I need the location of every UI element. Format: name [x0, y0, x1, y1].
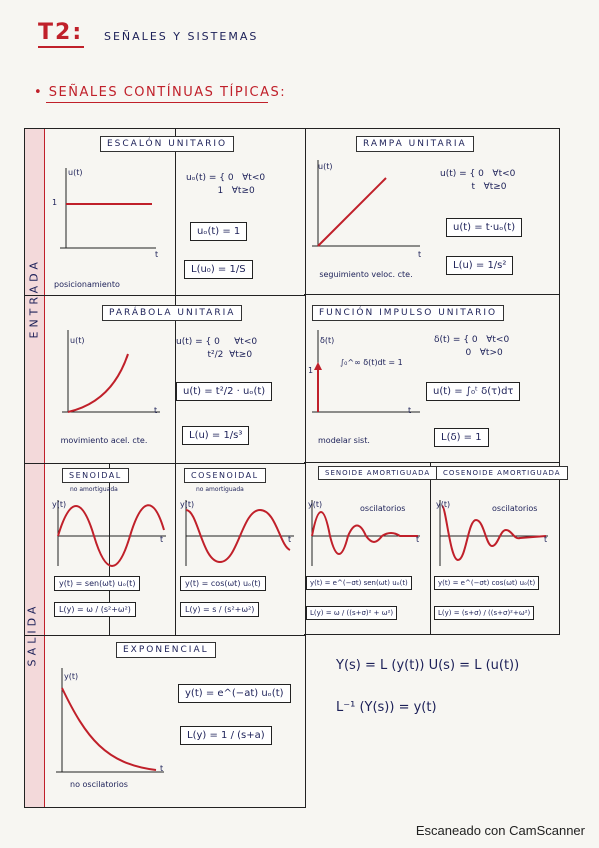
exponencial-box1: y(t) = e^(−at) uₒ(t) [178, 684, 291, 703]
coseno-amort-box1: y(t) = e^(−σt) cos(ωt) uₒ(t) [434, 576, 540, 590]
coseno-amort-box2: L(y) = (s+σ) / ((s+σ)²+ω²) [434, 606, 535, 620]
seno-amort-title: SENOIDE AMORTIGUADA [318, 466, 438, 480]
senoidal-graph [57, 500, 166, 567]
impulso-integral: ∫₀^∞ δ(t)dt = 1 [340, 358, 403, 367]
escalon-axis-y: u(t) [68, 168, 83, 177]
impulso-axis-y: δ(t) [320, 336, 335, 345]
title-underline [38, 46, 84, 48]
escalon-graph [60, 168, 156, 249]
senoidal-box2: L(y) = ω / (s²+ω²) [54, 602, 136, 617]
parabola-axis-y: u(t) [70, 336, 85, 345]
impulso-axis-x: t [408, 406, 412, 415]
exponencial-note: no oscilatorios [70, 780, 128, 789]
entrada-label: ENTRADA [27, 258, 41, 339]
rampa-box1: u(t) = t·uₒ(t) [446, 218, 523, 237]
senoidal-box1: y(t) = sen(ωt) uₒ(t) [54, 576, 141, 591]
seno-amort-box2: L(y) = ω / ((s+σ)² + ω²) [306, 606, 398, 620]
parabola-axis-x: t [154, 406, 158, 415]
impulso-box1: u(t) = ∫₀ᵗ δ(τ)dτ [426, 382, 521, 401]
parabola-box2: L(u) = 1/s³ [182, 426, 250, 445]
escalon-level: 1 [52, 198, 58, 207]
parabola-box1: u(t) = t²/2 · uₒ(t) [176, 382, 273, 401]
impulso-graph [312, 330, 420, 413]
cosenoidal-axis-y: y(t) [180, 500, 195, 509]
cosenoidal-box2: L(y) = s / (s²+ω²) [180, 602, 260, 617]
coseno-amort-axis-x: t [544, 535, 548, 544]
rampa-axis-x: t [418, 250, 422, 259]
cosenoidal-axis-x: t [288, 535, 292, 544]
senoidal-sub: no amortiguada [70, 486, 118, 493]
rampa-box2: L(u) = 1/s² [446, 256, 514, 275]
impulso-title: FUNCIÓN IMPULSO UNITARIO [312, 305, 505, 321]
parabola-definition: u(t) = { 0 ∀t<0 t²/2 ∀t≥0 [176, 337, 258, 360]
relations-line2: L⁻¹ (Y(s)) = y(t) [336, 700, 437, 715]
rampa-title: RAMPA UNITARIA [356, 136, 474, 152]
exponencial-graph [56, 668, 164, 773]
seno-amort-note: oscilatorios [360, 504, 406, 513]
coseno-amort-note: oscilatorios [492, 504, 538, 513]
parabola-graph [62, 330, 160, 413]
scanner-watermark: Escaneado con CamScanner [415, 823, 585, 838]
impulso-definition: δ(t) = { 0 ∀t<0 0 ∀t>0 [434, 335, 510, 358]
cosenoidal-box1: y(t) = cos(ωt) uₒ(t) [180, 576, 266, 591]
coseno-amort-graph [439, 500, 548, 566]
impulso-note: modelar sist. [318, 436, 370, 445]
escalon-title: ESCALÓN UNITARIO [100, 136, 235, 152]
cosenoidal-title: COSENOIDAL [184, 468, 266, 483]
rampa-graph [312, 160, 420, 247]
page-title: T2: [38, 20, 84, 45]
cosenoidal-sub: no amortiguada [196, 486, 244, 493]
coseno-amort-title: COSENOIDE AMORTIGUADA [436, 466, 568, 480]
senoidal-title: SENOIDAL [62, 468, 129, 483]
seno-amort-axis-y: y(t) [308, 500, 323, 509]
exponencial-title: EXPONENCIAL [116, 642, 216, 658]
impulso-box2: L(δ) = 1 [434, 428, 489, 447]
section-heading: • SEÑALES CONTÍNUAS TÍPICAS: [34, 85, 287, 100]
parabola-note: movimiento acel. cte. [60, 436, 148, 445]
relations-line1: Y(s) = L (y(t)) U(s) = L (u(t)) [336, 658, 520, 673]
parabola-title: PARÁBOLA UNITARIA [102, 305, 243, 321]
seno-amort-box1: y(t) = e^(−σt) sen(ωt) uₒ(t) [306, 576, 412, 590]
escalon-note: posicionamiento [54, 280, 120, 289]
escalon-definition: uₒ(t) = { 0 ∀t<0 1 ∀t≥0 [186, 173, 266, 196]
grid-extension [304, 128, 560, 635]
section-underline [46, 102, 268, 103]
rampa-note: seguimiento veloc. cte. [319, 270, 413, 279]
seno-amort-graph [311, 500, 420, 566]
rampa-axis-y: u(t) [318, 162, 333, 171]
escalon-box1: uₒ(t) = 1 [190, 222, 248, 241]
exponencial-axis-y: y(t) [64, 672, 79, 681]
coseno-amort-axis-y: y(t) [436, 500, 451, 509]
exponencial-axis-x: t [160, 764, 164, 773]
salida-label: SALIDA [25, 602, 39, 667]
side-strip [24, 128, 45, 808]
escalon-axis-x: t [155, 250, 159, 259]
exponencial-box2: L(y) = 1 / (s+a) [180, 726, 272, 745]
impulso-marker: 1 [308, 366, 314, 375]
cosenoidal-graph [185, 500, 294, 566]
page-subtitle: SEÑALES Y SISTEMAS [104, 30, 259, 43]
rampa-definition: u(t) = { 0 ∀t<0 t ∀t≥0 [440, 169, 516, 192]
escalon-box2: L(u₀) = 1/S [184, 260, 253, 279]
seno-amort-axis-x: t [416, 535, 420, 544]
senoidal-axis-y: y(t) [52, 500, 67, 509]
senoidal-axis-x: t [160, 535, 164, 544]
